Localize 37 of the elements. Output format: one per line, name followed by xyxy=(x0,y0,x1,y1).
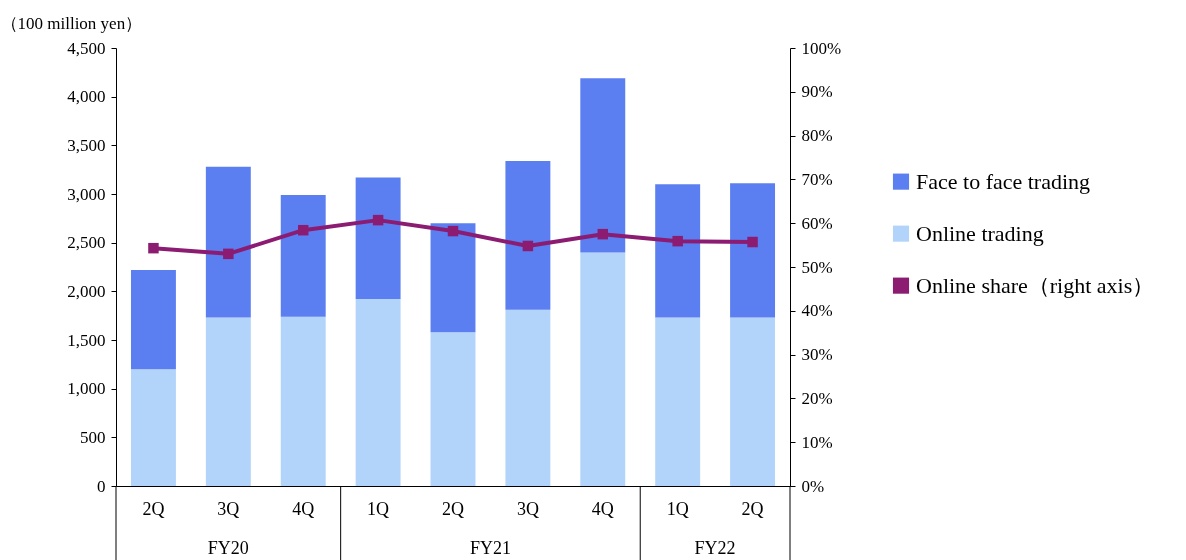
legend-label: Face to face trading xyxy=(916,168,1091,194)
y2-tick-label: 90% xyxy=(801,82,833,102)
legend-label: Online trading xyxy=(916,220,1044,246)
y-tick-label: 2,000 xyxy=(67,281,106,301)
x-tick-label: 2Q xyxy=(741,498,764,519)
text: FY22 xyxy=(694,538,736,558)
y2-tick-label: 100% xyxy=(801,38,842,58)
y2-tick-label: 50% xyxy=(801,257,833,277)
y2-tick-label: 20% xyxy=(801,388,833,408)
x-tick-label: 1Q xyxy=(367,498,390,519)
y-axis-title: （100 million yen） xyxy=(0,13,143,33)
x-tick-label: 1Q xyxy=(666,498,689,519)
y2-tick-label: 80% xyxy=(801,126,833,146)
y2-tick-label: 0% xyxy=(801,476,825,496)
y-tick-label: 1,000 xyxy=(67,379,106,399)
y2-tick-label: 30% xyxy=(801,345,833,365)
x-tick-label: 4Q xyxy=(292,498,315,519)
y-tick-label: 4,500 xyxy=(67,38,106,58)
y2-tick-label: 70% xyxy=(801,169,833,189)
y-tick-label: 2,500 xyxy=(67,233,106,253)
y2-tick-label: 40% xyxy=(801,301,833,321)
y-tick-label: 500 xyxy=(80,427,106,447)
x-tick-label: 3Q xyxy=(217,498,240,519)
x-tick-label: 4Q xyxy=(591,498,614,519)
y-tick-label: 3,000 xyxy=(67,184,106,204)
legend-label: Online share（right axis） xyxy=(916,272,1155,298)
text: FY20 xyxy=(207,538,249,558)
y-tick-label: 1,500 xyxy=(67,330,106,350)
y-tick-label: 3,500 xyxy=(67,135,106,155)
text: FY21 xyxy=(469,538,511,558)
x-tick-label: 2Q xyxy=(142,498,165,519)
x-tick-label: 3Q xyxy=(516,498,539,519)
x-tick-label: 2Q xyxy=(442,498,464,519)
y2-tick-label: 10% xyxy=(801,432,833,452)
y-tick-label: 4,000 xyxy=(67,87,106,107)
y2-tick-label: 60% xyxy=(801,213,833,233)
y-tick-label: 0 xyxy=(97,476,106,496)
